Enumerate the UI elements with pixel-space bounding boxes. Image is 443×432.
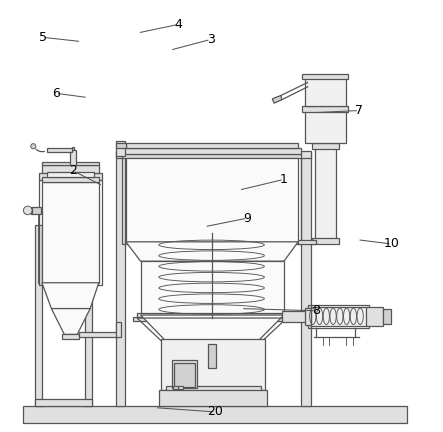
Bar — [282, 311, 308, 322]
Bar — [70, 150, 76, 165]
Bar — [306, 78, 346, 106]
Bar — [306, 111, 346, 143]
Bar — [306, 308, 311, 324]
Bar — [161, 339, 264, 391]
Bar — [311, 307, 367, 326]
Text: 1: 1 — [280, 173, 288, 186]
Bar — [42, 177, 99, 181]
Bar — [301, 152, 311, 407]
Bar — [179, 386, 183, 389]
Bar — [298, 240, 316, 244]
Bar — [31, 207, 41, 214]
Bar — [116, 152, 125, 407]
Text: 5: 5 — [39, 31, 47, 44]
Bar — [126, 158, 298, 242]
Bar — [42, 162, 99, 165]
Bar — [42, 181, 99, 283]
Bar — [62, 334, 79, 339]
Bar — [42, 165, 99, 173]
Text: 3: 3 — [207, 33, 215, 46]
Bar — [383, 309, 391, 324]
Bar — [172, 360, 197, 388]
Polygon shape — [126, 242, 298, 261]
Text: 2: 2 — [69, 164, 77, 177]
Bar — [35, 400, 92, 407]
Bar — [117, 143, 126, 149]
Text: 9: 9 — [243, 212, 251, 225]
Bar — [85, 226, 92, 407]
Bar — [166, 386, 261, 393]
Text: 6: 6 — [52, 87, 60, 100]
Bar — [159, 390, 267, 407]
Bar — [174, 363, 195, 387]
Polygon shape — [140, 315, 284, 345]
Bar — [312, 143, 339, 149]
Bar — [39, 173, 102, 180]
Bar — [122, 154, 301, 244]
Bar — [173, 386, 178, 389]
Bar — [133, 317, 291, 321]
Bar — [208, 344, 216, 368]
Circle shape — [31, 144, 36, 149]
Text: 20: 20 — [207, 405, 223, 419]
Bar — [79, 332, 118, 337]
Bar — [303, 106, 348, 112]
Bar — [42, 181, 99, 283]
Bar — [366, 307, 383, 326]
Bar — [122, 149, 301, 154]
Bar — [315, 147, 336, 242]
Bar — [116, 151, 311, 158]
Bar — [140, 261, 284, 315]
Polygon shape — [272, 95, 282, 103]
Bar — [312, 238, 339, 244]
Bar — [197, 355, 226, 368]
Bar — [192, 344, 231, 356]
Polygon shape — [51, 308, 90, 334]
Circle shape — [23, 206, 32, 215]
Text: 7: 7 — [355, 104, 363, 117]
Polygon shape — [42, 283, 99, 308]
Bar — [303, 74, 348, 79]
Bar — [39, 180, 102, 285]
Bar — [137, 313, 287, 318]
Bar — [116, 322, 121, 337]
Bar — [47, 149, 72, 152]
Bar — [47, 172, 93, 177]
Bar — [23, 407, 407, 422]
Bar — [126, 143, 298, 149]
Bar — [35, 226, 43, 407]
Bar — [116, 141, 125, 156]
Bar — [72, 147, 74, 150]
Text: 10: 10 — [384, 238, 400, 251]
Bar — [307, 305, 369, 328]
Bar — [24, 208, 32, 213]
Text: 8: 8 — [312, 304, 320, 317]
Text: 4: 4 — [175, 18, 183, 31]
